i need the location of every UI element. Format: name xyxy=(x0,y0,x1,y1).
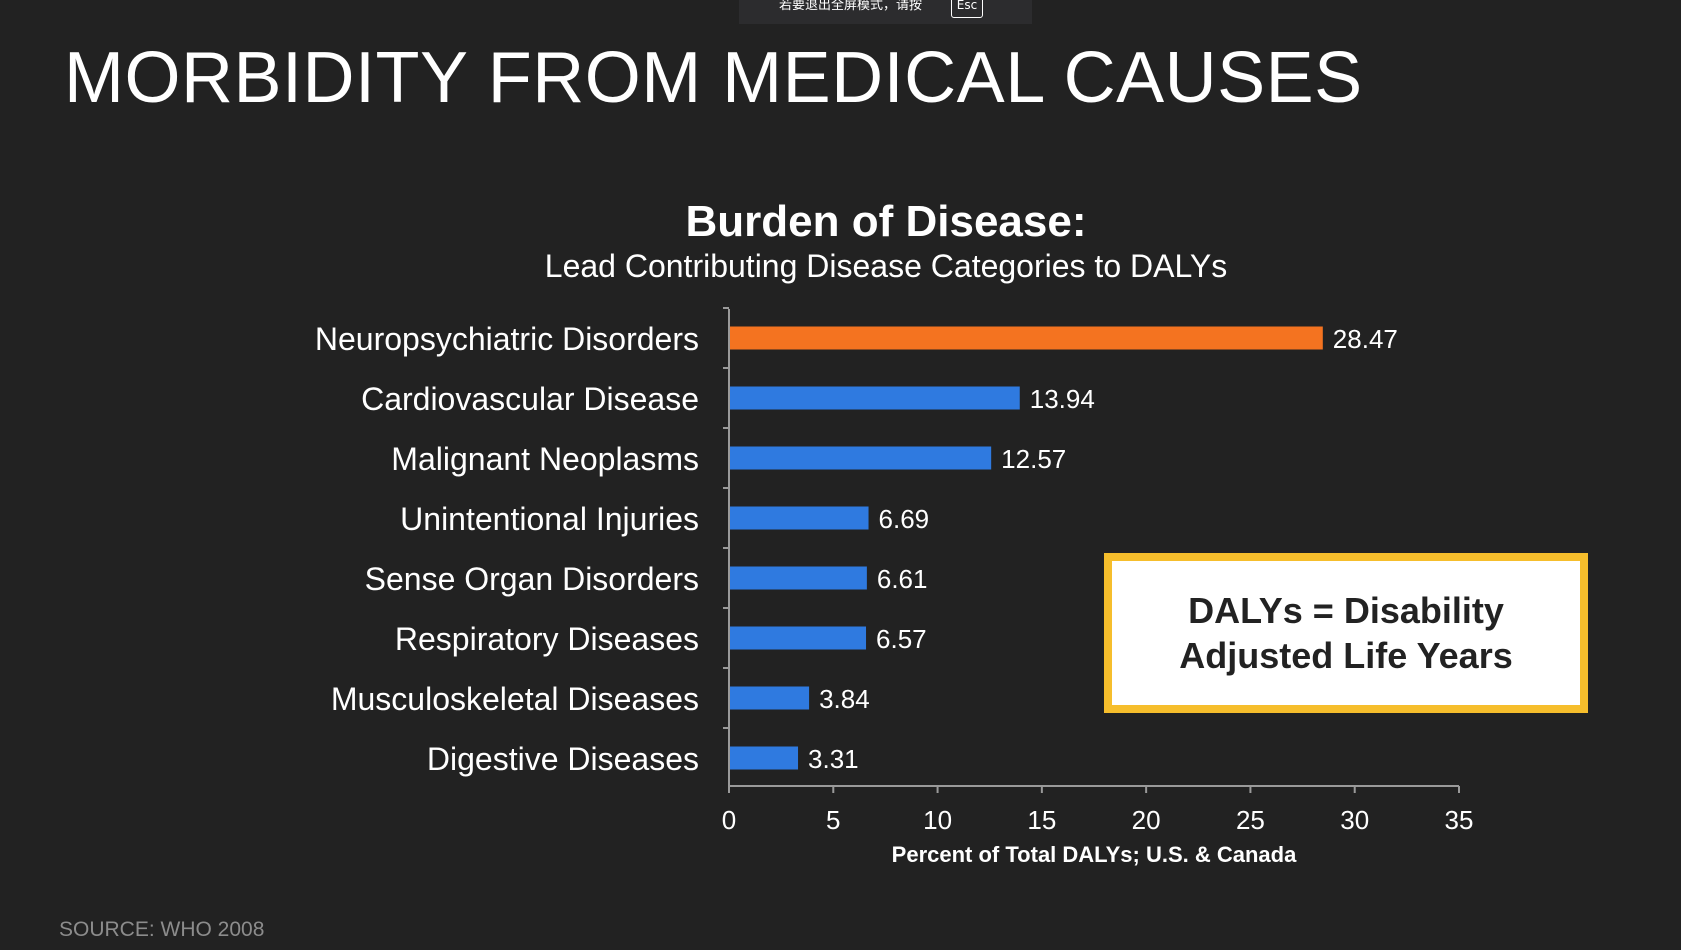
fullscreen-exit-banner: 若要退出全屏模式，请按 Esc xyxy=(739,0,1032,24)
category-label: Digestive Diseases xyxy=(427,741,699,777)
dalys-definition-text: DALYs = Disability Adjusted Life Years xyxy=(1179,590,1513,676)
x-tick-label: 35 xyxy=(1445,805,1474,835)
fullscreen-exit-text: 若要退出全屏模式，请按 xyxy=(779,0,923,13)
bar-highlighted xyxy=(730,326,1323,350)
data-label: 28.47 xyxy=(1333,324,1398,354)
x-tick-label: 20 xyxy=(1132,805,1161,835)
bar xyxy=(730,686,810,710)
bar xyxy=(730,446,992,470)
bar xyxy=(730,566,867,590)
dalys-definition-callout: DALYs = Disability Adjusted Life Years xyxy=(1104,553,1588,713)
x-tick-label: 15 xyxy=(1027,805,1056,835)
data-label: 3.31 xyxy=(808,744,859,774)
category-label: Unintentional Injuries xyxy=(400,501,699,537)
x-tick-label: 25 xyxy=(1236,805,1265,835)
data-label: 13.94 xyxy=(1030,384,1095,414)
esc-key-hint: Esc xyxy=(951,0,983,18)
chart-marks: 0 5 10 15 20 25 30 35 Neuropsychiatric Disorders… xyxy=(315,307,1474,835)
category-label: Respiratory Diseases xyxy=(395,621,699,657)
data-label: 12.57 xyxy=(1001,444,1066,474)
category-label: Neuropsychiatric Disorders xyxy=(315,321,699,357)
bar xyxy=(730,746,799,770)
data-label: 6.61 xyxy=(877,564,928,594)
x-axis-label: Percent of Total DALYs; U.S. & Canada xyxy=(892,842,1297,867)
data-label: 6.69 xyxy=(879,504,930,534)
x-tick-label: 5 xyxy=(826,805,840,835)
bar xyxy=(730,506,869,530)
data-label: 6.57 xyxy=(876,624,927,654)
x-tick-label: 30 xyxy=(1340,805,1369,835)
bar xyxy=(730,626,867,650)
x-tick-label: 0 xyxy=(722,805,736,835)
source-note: SOURCE: WHO 2008 xyxy=(59,918,265,941)
category-label: Musculoskeletal Diseases xyxy=(331,681,699,717)
x-tick-label: 10 xyxy=(923,805,952,835)
category-label: Cardiovascular Disease xyxy=(361,381,699,417)
chart-title: Burden of Disease: xyxy=(686,197,1087,246)
chart-subtitle: Lead Contributing Disease Categories to … xyxy=(545,248,1227,284)
data-label: 3.84 xyxy=(819,684,870,714)
category-label: Sense Organ Disorders xyxy=(365,561,699,597)
bar xyxy=(730,386,1020,410)
category-label: Malignant Neoplasms xyxy=(391,441,699,477)
slide-title: MORBIDITY FROM MEDICAL CAUSES xyxy=(64,38,1363,118)
